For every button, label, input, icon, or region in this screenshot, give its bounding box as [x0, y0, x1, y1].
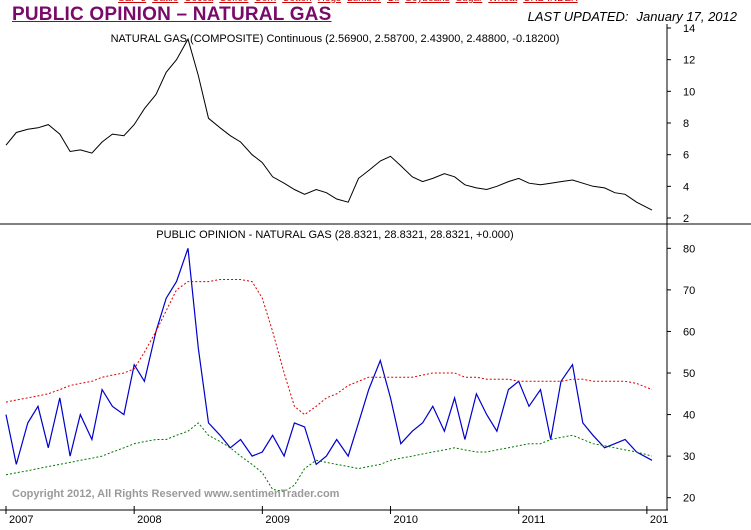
nav-link[interactable]: Lumber [347, 0, 381, 4]
nav-link[interactable]: Oil [387, 0, 399, 4]
y-tick-label: 14 [683, 23, 695, 35]
last-updated-label: LAST UPDATED: [527, 9, 629, 24]
y-tick-label: 30 [683, 451, 695, 463]
y-tick-label: 12 [683, 55, 695, 67]
nav-link[interactable]: Corn [255, 0, 277, 4]
price-chart-title: NATURAL GAS (COMPOSITE) Continuous (2.56… [111, 33, 560, 45]
last-updated-date: January 17, 2012 [636, 9, 737, 24]
opinion-line [5, 248, 653, 466]
y-tick-label: 20 [683, 493, 695, 505]
y-tick-label: 4 [683, 181, 689, 193]
nav-link[interactable]: Sugar [456, 0, 483, 4]
time-x-axis: 2007 2008 2009 2010 2011 201 [0, 506, 668, 526]
commodity-nav-strip: S&P 5 Cattle Cocoa Coffee Corn Cotton Hogs Lumb… [118, 0, 638, 5]
page-title: PUBLIC OPINION – NATURAL GAS [12, 4, 332, 25]
last-updated: LAST UPDATED: January 17, 2012 [528, 9, 737, 24]
y-tick-label: 40 [683, 410, 695, 422]
y-tick-label: 2 [683, 213, 689, 225]
x-tick-label: 2009 [265, 514, 289, 526]
opinion-y-axis: 20 30 40 50 60 70 80 [667, 243, 695, 505]
lower-band-line [5, 422, 653, 493]
nav-link[interactable]: Wheat [488, 0, 517, 4]
nav-link[interactable]: Cocoa [184, 0, 213, 4]
x-tick-label: 2008 [137, 514, 161, 526]
x-tick-label: 201 [650, 514, 668, 526]
opinion-chart-title: PUBLIC OPINION - NATURAL GAS (28.8321, 2… [156, 229, 513, 241]
price-panel: NATURAL GAS (COMPOSITE) Continuous (2.56… [5, 23, 695, 225]
nav-link[interactable]: Cotton [282, 0, 311, 4]
nav-link[interactable]: Soybeans [405, 0, 449, 4]
opinion-panel: PUBLIC OPINION - NATURAL GAS (28.8321, 2… [5, 229, 695, 505]
y-tick-label: 60 [683, 326, 695, 338]
x-tick-label: 2007 [9, 514, 33, 526]
nav-link[interactable]: S&P 5 [118, 0, 146, 4]
y-tick-label: 6 [683, 150, 689, 162]
nav-link[interactable]: CRB INDEX [523, 0, 577, 4]
x-tick-label: 2011 [522, 514, 546, 526]
nav-link[interactable]: Hogs [318, 0, 341, 4]
y-tick-label: 70 [683, 285, 695, 297]
y-tick-label: 50 [683, 368, 695, 380]
nav-link[interactable]: Cattle [152, 0, 178, 4]
nav-link[interactable]: Coffee [219, 0, 248, 4]
price-y-axis: 2 4 6 8 10 12 14 [667, 23, 695, 225]
copyright-notice: Copyright 2012, All Rights Reserved www.… [12, 488, 340, 500]
x-tick-label: 2010 [394, 514, 418, 526]
y-tick-label: 80 [683, 243, 695, 255]
y-tick-label: 10 [683, 86, 695, 98]
price-line [5, 37, 653, 211]
y-tick-label: 8 [683, 118, 689, 130]
upper-band-line [5, 279, 653, 416]
price-lines [5, 37, 653, 211]
opinion-lines [5, 248, 653, 493]
